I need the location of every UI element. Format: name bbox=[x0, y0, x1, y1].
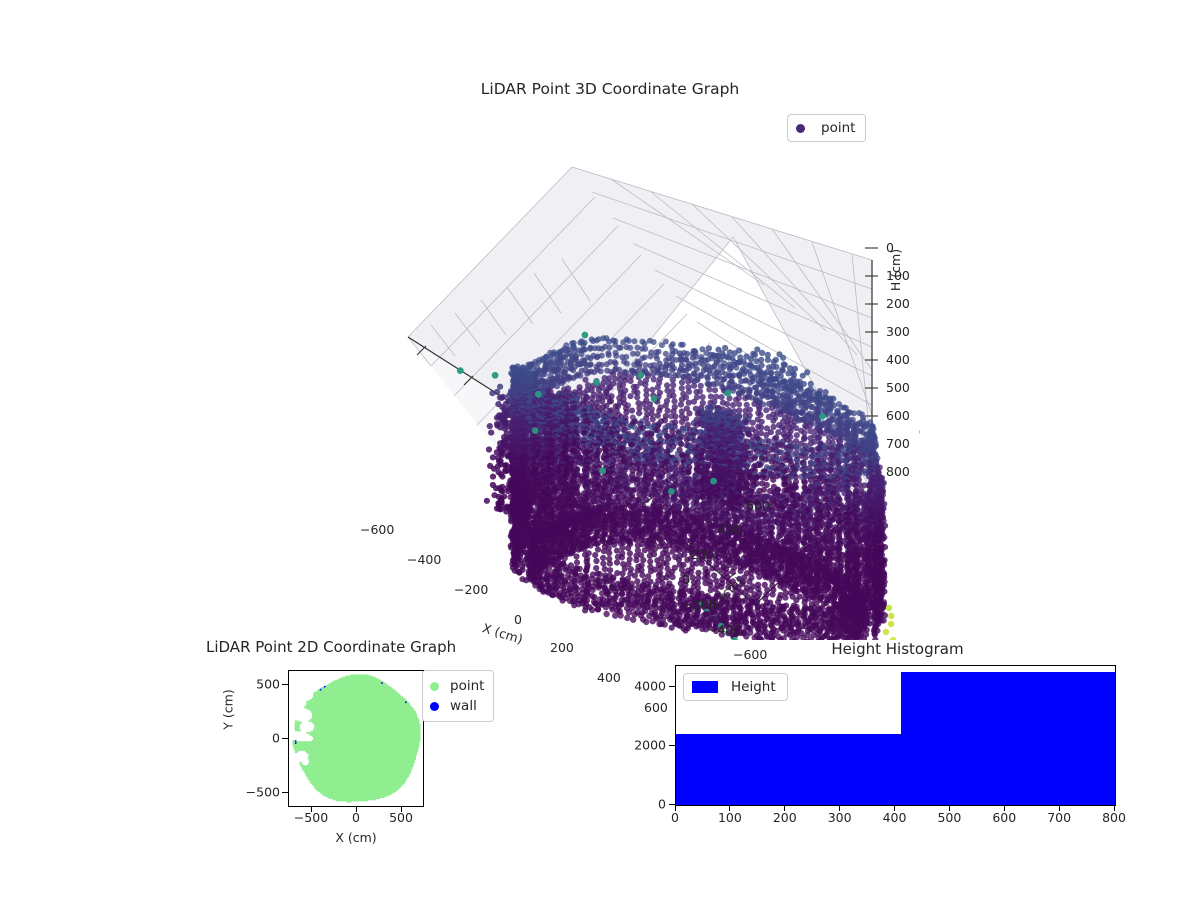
point-legend-marker-icon bbox=[796, 123, 805, 133]
ytick-hist-0: 0 bbox=[658, 796, 666, 812]
histogram-bar-0[interactable] bbox=[676, 734, 901, 805]
point-legend-marker-icon bbox=[430, 681, 439, 691]
ytick-2d-mark-1 bbox=[282, 737, 288, 739]
ytick-2d-mark-2 bbox=[282, 791, 288, 793]
ytick-3d-3: 0 bbox=[682, 572, 690, 587]
xtick-3d-3: 0 bbox=[514, 612, 522, 627]
legend-3d-label-point: point bbox=[821, 120, 856, 136]
legend-histogram-label: Height bbox=[731, 679, 776, 695]
plot-2d-title: LiDAR Point 2D Coordinate Graph bbox=[206, 638, 457, 656]
wall-legend-marker-icon bbox=[430, 701, 439, 711]
ztick-3d-1: 100 bbox=[886, 268, 910, 283]
ytick-hist-mark-2 bbox=[669, 685, 675, 687]
xtick-3d-2: −200 bbox=[454, 582, 489, 597]
xtick-3d-1: −400 bbox=[407, 552, 442, 567]
ytick-2d-1: 0 bbox=[272, 730, 280, 746]
ytick-3d-1: −400 bbox=[707, 622, 742, 637]
zaxis-3d-label: H (cm) bbox=[888, 248, 903, 292]
xtick-hist-6: 600 bbox=[992, 810, 1017, 825]
xaxis-2d-label: X (cm) bbox=[335, 830, 377, 845]
xtick-2d-mark-0 bbox=[310, 806, 312, 812]
xtick-hist-mark-0 bbox=[674, 805, 676, 811]
xtick-hist-8: 800 bbox=[1102, 810, 1126, 825]
ytick-3d-0: −600 bbox=[733, 647, 768, 662]
legend-2d-label-point: point bbox=[450, 678, 485, 694]
legend-2d[interactable]: point wall bbox=[422, 670, 495, 722]
xtick-3d-4: 200 bbox=[550, 640, 574, 655]
xtick-hist-5: 500 bbox=[937, 810, 962, 825]
ztick-3d-8: 800 bbox=[886, 464, 910, 479]
lidar-2d-axes: LiDAR Point 2D Coordinate Graph 500 0 −5… bbox=[200, 638, 500, 868]
xtick-hist-mark-3 bbox=[839, 805, 841, 811]
plot-3d-canvas bbox=[407, 166, 920, 640]
xtick-3d-0: −600 bbox=[360, 522, 395, 537]
ytick-hist-2: 4000 bbox=[634, 678, 666, 694]
xtick-hist-7: 700 bbox=[1047, 810, 1072, 825]
ztick-3d-2: 200 bbox=[886, 296, 910, 311]
legend-2d-entry-point[interactable]: point bbox=[430, 676, 484, 696]
xtick-3d-6: 600 bbox=[644, 700, 668, 715]
ytick-3d-2: −200 bbox=[682, 597, 717, 612]
xtick-2d-1: 0 bbox=[352, 810, 360, 825]
xtick-2d-mark-1 bbox=[355, 806, 357, 812]
ztick-3d-7: 700 bbox=[886, 436, 910, 451]
ytick-hist-1: 2000 bbox=[634, 737, 666, 753]
legend-histogram[interactable]: Height bbox=[683, 673, 788, 701]
xtick-hist-mark-7 bbox=[1058, 805, 1060, 811]
xtick-3d-5: 400 bbox=[597, 670, 621, 685]
xtick-hist-3: 300 bbox=[827, 810, 852, 825]
ztick-3d-3: 300 bbox=[886, 324, 910, 339]
xtick-hist-4: 400 bbox=[882, 810, 907, 825]
ytick-2d-0: 500 bbox=[256, 676, 280, 692]
height-histogram-axes: Height Histogram 0 2000 4000 0 100 200 300 4… bbox=[620, 638, 1126, 868]
xtick-hist-mark-5 bbox=[948, 805, 950, 811]
plot-2d-plotbox[interactable] bbox=[288, 670, 424, 807]
xtick-hist-2: 200 bbox=[772, 810, 797, 825]
xtick-hist-mark-1 bbox=[729, 805, 731, 811]
ztick-3d-0: 0 bbox=[886, 240, 894, 255]
ztick-3d-6: 600 bbox=[886, 408, 910, 423]
lidar-3d-axes: LiDAR Point 3D Coordinate Graph point bbox=[300, 60, 920, 715]
plot-3d-title: LiDAR Point 3D Coordinate Graph bbox=[480, 80, 740, 98]
ytick-hist-mark-1 bbox=[669, 744, 675, 746]
height-legend-swatch-icon bbox=[692, 681, 718, 693]
ytick-2d-2: −500 bbox=[245, 784, 280, 800]
legend-2d-entry-wall[interactable]: wall bbox=[430, 696, 484, 716]
xtick-hist-mark-4 bbox=[894, 805, 895, 811]
ytick-3d-5: 400 bbox=[718, 522, 742, 537]
xtick-hist-0: 0 bbox=[671, 810, 679, 825]
ztick-3d-4: 400 bbox=[886, 352, 910, 367]
yaxis-2d-label: Y (cm) bbox=[220, 689, 236, 730]
xtick-hist-1: 100 bbox=[717, 810, 742, 825]
xtick-2d-0: −500 bbox=[293, 810, 329, 825]
xtick-hist-mark-6 bbox=[1003, 805, 1005, 811]
ztick-3d-5: 500 bbox=[886, 380, 910, 395]
point-cloud-3d bbox=[456, 331, 920, 640]
legend-3d[interactable]: point bbox=[787, 114, 867, 142]
histogram-bar-1[interactable] bbox=[900, 671, 1115, 805]
xtick-2d-2: 500 bbox=[389, 810, 413, 825]
histogram-title: Height Histogram bbox=[831, 640, 964, 658]
plot-2d-canvas bbox=[292, 674, 421, 803]
ytick-3d-6: 600 bbox=[746, 498, 770, 513]
ytick-2d-mark-0 bbox=[282, 683, 288, 685]
xtick-hist-mark-8 bbox=[1113, 805, 1115, 811]
xtick-2d-mark-2 bbox=[400, 806, 402, 812]
xtick-hist-mark-2 bbox=[784, 805, 786, 811]
ytick-3d-4: 200 bbox=[690, 547, 714, 562]
ytick-hist-mark-0 bbox=[669, 803, 675, 805]
legend-2d-label-wall: wall bbox=[450, 698, 477, 714]
